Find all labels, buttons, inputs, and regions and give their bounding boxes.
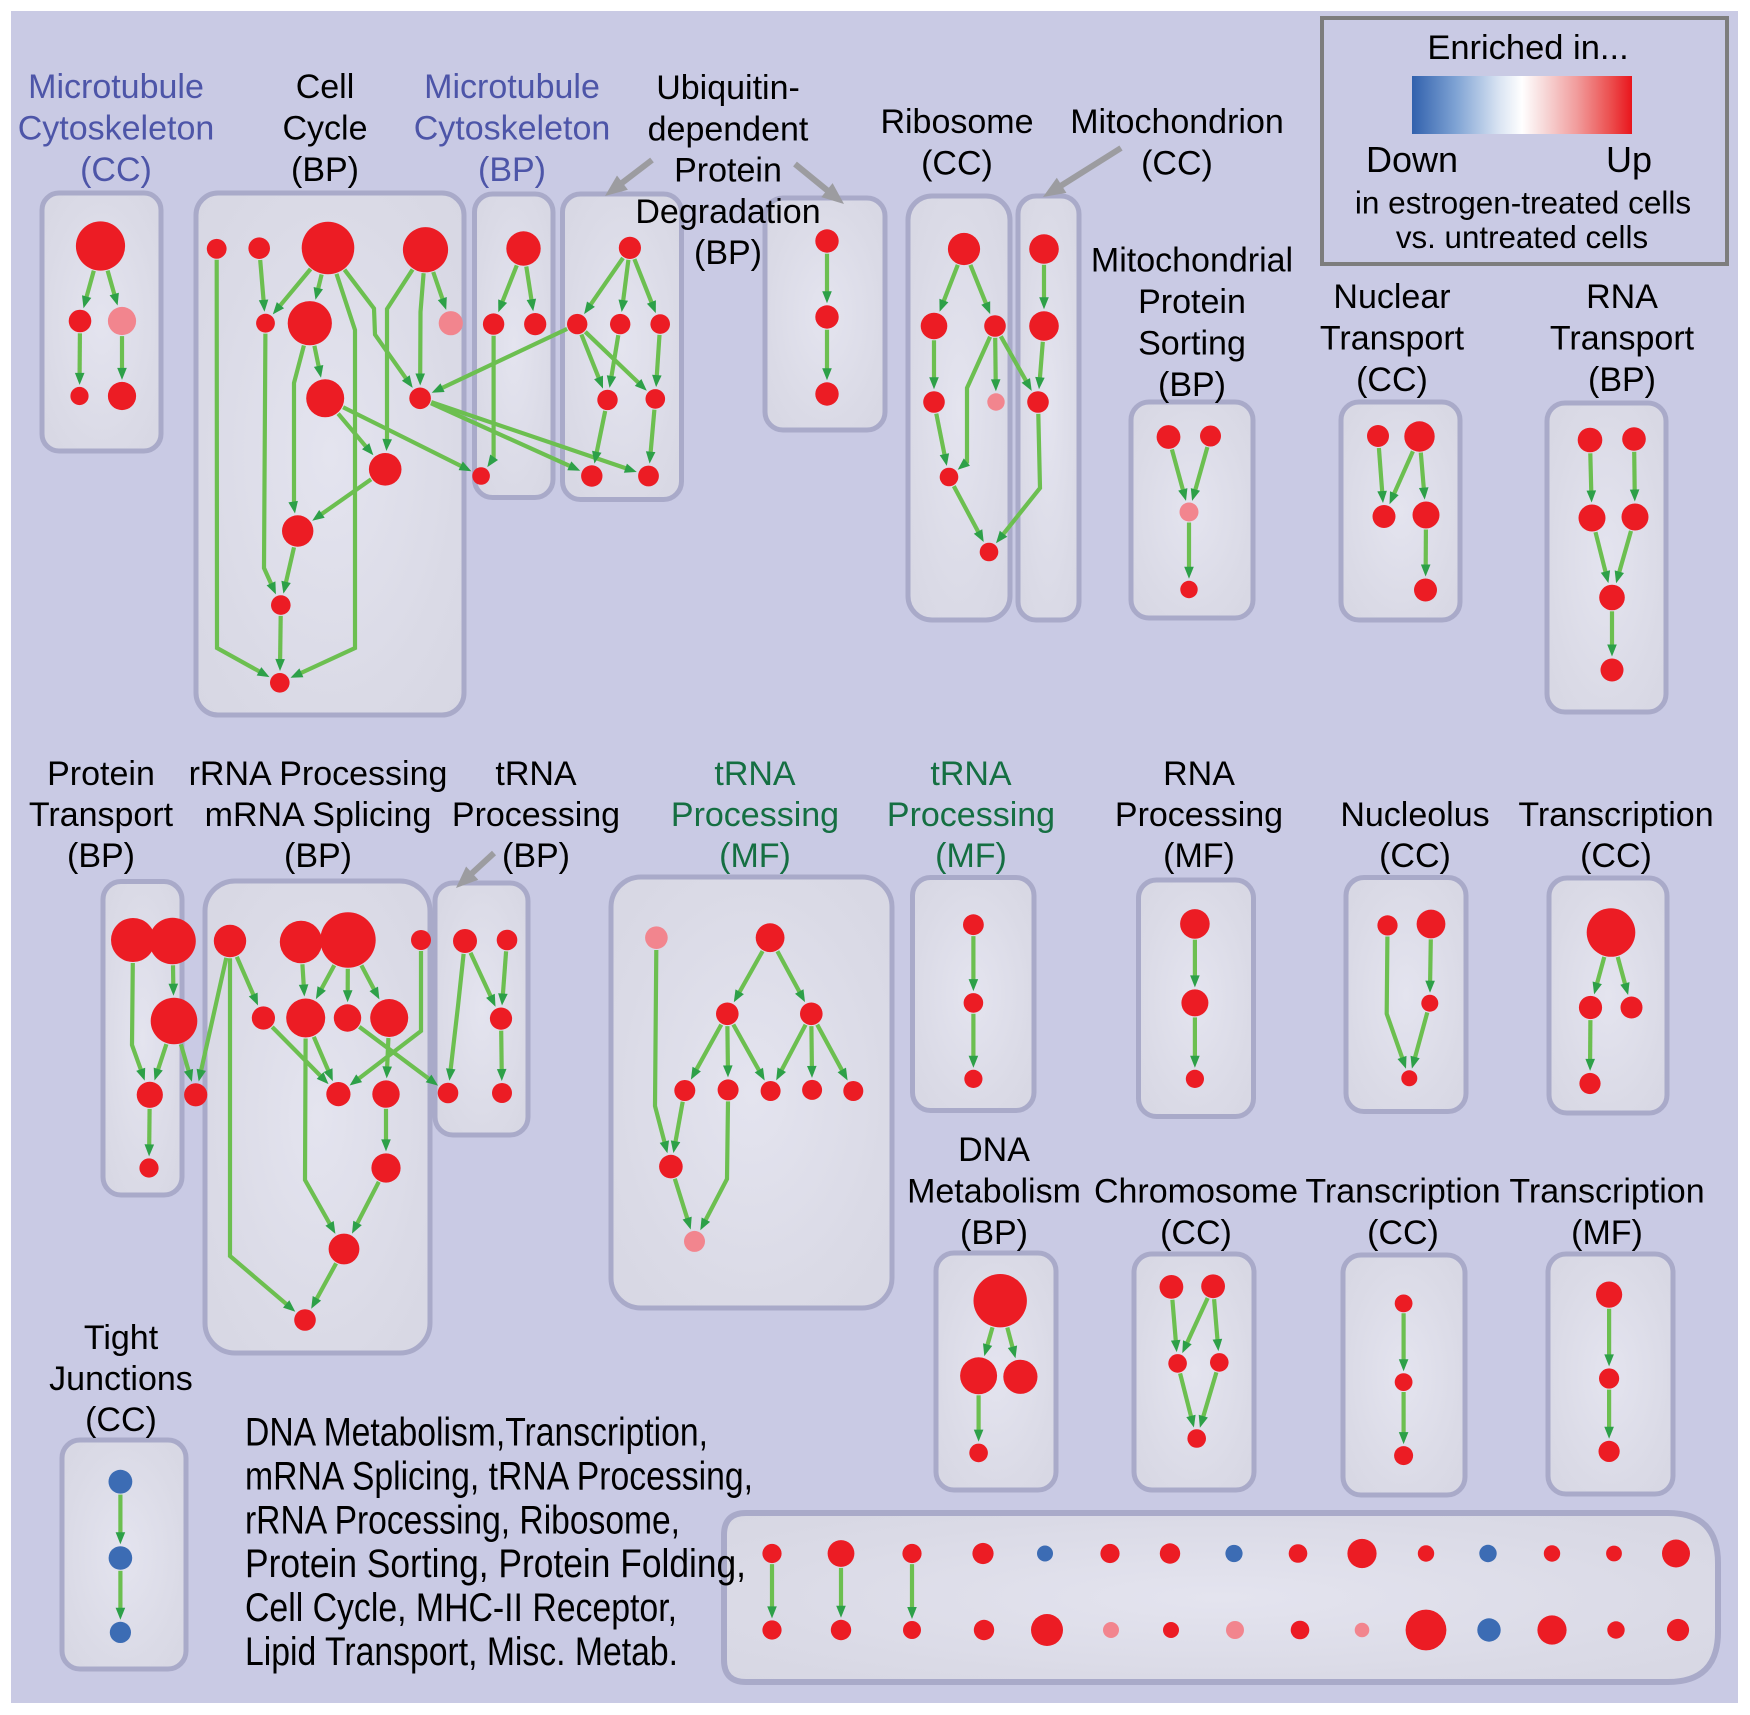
svg-text:(BP): (BP) bbox=[694, 234, 762, 272]
svg-text:(CC): (CC) bbox=[85, 1401, 157, 1439]
svg-text:Protein: Protein bbox=[674, 152, 782, 190]
svg-text:Processing: Processing bbox=[671, 796, 839, 834]
svg-text:Down: Down bbox=[1366, 139, 1458, 180]
svg-text:(CC): (CC) bbox=[1367, 1214, 1439, 1252]
svg-text:Sorting: Sorting bbox=[1138, 325, 1246, 363]
svg-text:(BP): (BP) bbox=[291, 151, 359, 189]
svg-text:(CC): (CC) bbox=[1580, 837, 1652, 875]
svg-text:(CC): (CC) bbox=[80, 151, 152, 189]
svg-text:tRNA: tRNA bbox=[714, 755, 796, 793]
svg-text:Enriched in...: Enriched in... bbox=[1427, 29, 1628, 67]
svg-text:in estrogen-treated cells: in estrogen-treated cells bbox=[1355, 185, 1691, 221]
svg-text:Mitochondrial: Mitochondrial bbox=[1091, 242, 1293, 280]
svg-text:(BP): (BP) bbox=[1588, 361, 1656, 399]
svg-text:Cell: Cell bbox=[296, 68, 355, 106]
svg-text:Chromosome: Chromosome bbox=[1094, 1173, 1298, 1211]
svg-text:Transcription: Transcription bbox=[1509, 1173, 1704, 1211]
svg-text:(CC): (CC) bbox=[1141, 145, 1213, 183]
svg-text:Processing: Processing bbox=[1115, 796, 1283, 834]
svg-text:rRNA Processing: rRNA Processing bbox=[189, 755, 448, 793]
svg-text:Up: Up bbox=[1606, 139, 1652, 180]
svg-text:Ribosome: Ribosome bbox=[880, 103, 1033, 141]
svg-text:Nucleolus: Nucleolus bbox=[1340, 796, 1489, 834]
svg-text:dependent: dependent bbox=[648, 110, 809, 148]
svg-text:Tight: Tight bbox=[84, 1319, 159, 1357]
svg-text:RNA: RNA bbox=[1163, 755, 1235, 793]
svg-text:(BP): (BP) bbox=[502, 837, 570, 875]
svg-text:(BP): (BP) bbox=[478, 151, 546, 189]
svg-text:Processing: Processing bbox=[452, 796, 620, 834]
svg-text:Mitochondrion: Mitochondrion bbox=[1070, 103, 1284, 141]
svg-text:(MF): (MF) bbox=[1163, 837, 1235, 875]
svg-text:Cycle: Cycle bbox=[282, 110, 367, 148]
svg-text:Transcription: Transcription bbox=[1518, 796, 1713, 834]
svg-text:Transport: Transport bbox=[1550, 320, 1695, 358]
svg-text:Protein: Protein bbox=[1138, 283, 1246, 321]
svg-text:(CC): (CC) bbox=[1160, 1214, 1232, 1252]
svg-text:Microtubule: Microtubule bbox=[28, 68, 204, 106]
svg-text:Lipid Transport, Misc. Metab.: Lipid Transport, Misc. Metab. bbox=[245, 1630, 678, 1674]
svg-text:Transport: Transport bbox=[29, 796, 174, 834]
svg-text:tRNA: tRNA bbox=[930, 755, 1012, 793]
svg-text:vs. untreated cells: vs. untreated cells bbox=[1396, 220, 1648, 255]
svg-text:Cell Cycle, MHC-II Receptor,: Cell Cycle, MHC-II Receptor, bbox=[245, 1586, 677, 1630]
svg-text:DNA: DNA bbox=[958, 1131, 1030, 1169]
svg-text:Metabolism: Metabolism bbox=[907, 1173, 1081, 1211]
svg-text:DNA Metabolism,Transcription,: DNA Metabolism,Transcription, bbox=[245, 1411, 708, 1455]
svg-text:(BP): (BP) bbox=[67, 837, 135, 875]
svg-text:Processing: Processing bbox=[887, 796, 1055, 834]
svg-text:Cytoskeleton: Cytoskeleton bbox=[18, 110, 215, 148]
svg-text:(MF): (MF) bbox=[935, 837, 1007, 875]
svg-text:(CC): (CC) bbox=[1356, 361, 1428, 399]
svg-text:Nuclear: Nuclear bbox=[1333, 278, 1450, 316]
svg-text:(MF): (MF) bbox=[719, 837, 791, 875]
svg-text:Transport: Transport bbox=[1320, 320, 1465, 358]
svg-text:(BP): (BP) bbox=[284, 837, 352, 875]
svg-text:(BP): (BP) bbox=[1158, 366, 1226, 404]
svg-text:Microtubule: Microtubule bbox=[424, 68, 600, 106]
svg-text:Degradation: Degradation bbox=[635, 193, 820, 231]
svg-text:(CC): (CC) bbox=[1379, 837, 1451, 875]
svg-text:Junctions: Junctions bbox=[49, 1360, 193, 1398]
svg-text:tRNA: tRNA bbox=[495, 755, 577, 793]
svg-text:(BP): (BP) bbox=[960, 1214, 1028, 1252]
svg-text:(CC): (CC) bbox=[921, 145, 993, 183]
svg-text:Protein Sorting, Protein Foldi: Protein Sorting, Protein Folding, bbox=[245, 1542, 746, 1586]
svg-text:Transcription: Transcription bbox=[1305, 1173, 1500, 1211]
svg-text:(MF): (MF) bbox=[1571, 1214, 1643, 1252]
svg-text:Protein: Protein bbox=[47, 755, 155, 793]
svg-text:mRNA Splicing, tRNA Processing: mRNA Splicing, tRNA Processing, bbox=[245, 1454, 753, 1498]
svg-text:RNA: RNA bbox=[1586, 278, 1658, 316]
svg-text:rRNA Processing, Ribosome,: rRNA Processing, Ribosome, bbox=[245, 1498, 680, 1542]
svg-text:mRNA Splicing: mRNA Splicing bbox=[205, 796, 432, 834]
svg-text:Cytoskeleton: Cytoskeleton bbox=[414, 110, 611, 148]
svg-text:Ubiquitin-: Ubiquitin- bbox=[656, 69, 800, 107]
